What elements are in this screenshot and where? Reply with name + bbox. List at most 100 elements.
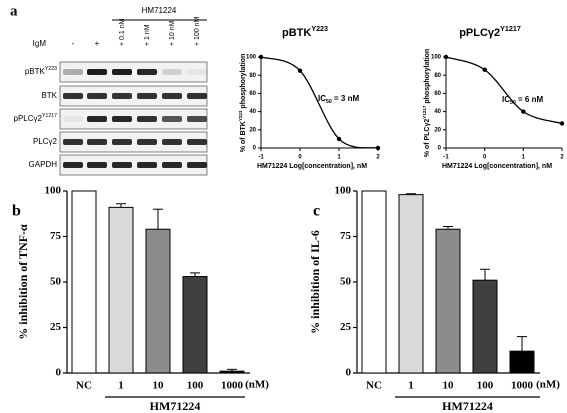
bar <box>145 228 171 374</box>
x-tick-label: NC <box>76 380 92 392</box>
data-point <box>336 136 342 142</box>
group-label: HM71224 <box>142 6 177 15</box>
x-tick-label: 1000 <box>511 380 534 392</box>
blot-band <box>187 69 207 75</box>
bar <box>182 276 208 374</box>
y-tick-label: 40 <box>249 109 256 115</box>
lane-label: + <box>95 39 100 48</box>
treatment-label: IgM <box>33 39 47 48</box>
bar <box>472 279 498 374</box>
data-point <box>258 54 264 60</box>
label-text: pBTK <box>282 27 311 39</box>
annotation: IC50 = 3 nM <box>318 94 359 105</box>
blot-band <box>187 162 207 168</box>
unit-label: (nM) <box>245 379 269 391</box>
unit-label: (nM) <box>536 379 560 391</box>
blot-band <box>112 139 132 145</box>
y-tick-label: 80 <box>249 73 256 79</box>
blot-band <box>162 69 182 75</box>
blot-band <box>112 69 132 75</box>
lane-label: - <box>72 39 75 48</box>
y-tick-label: 25 <box>50 321 62 333</box>
y-tick-label: 100 <box>431 55 442 61</box>
chart-title: pBTKY223 <box>282 25 328 39</box>
blot-band <box>63 162 83 168</box>
blot-band <box>162 139 182 145</box>
bar <box>509 350 535 374</box>
blot-band <box>87 139 107 145</box>
blot-band <box>87 93 107 99</box>
y-axis-label: % inhibition of TNF-α <box>16 224 30 340</box>
y-tick-label: 75 <box>50 230 62 242</box>
x-axis-label: HM71224 Log[concentration], nM <box>442 163 552 170</box>
y-tick-label: 75 <box>340 230 352 242</box>
label-text: phosphorylation <box>424 49 431 106</box>
lane-label: + 100 nM <box>194 16 201 46</box>
panel-label: c <box>313 203 320 220</box>
x-tick-label: 1 <box>408 380 414 392</box>
group-label: HM71224 <box>442 399 493 413</box>
label-sup: Y1217 <box>500 25 521 33</box>
y-tick-label: 100 <box>45 185 62 197</box>
blot-band <box>63 69 83 75</box>
y-tick-label: 100 <box>246 55 257 61</box>
y-tick-label: 60 <box>249 91 256 97</box>
x-tick-label: 0 <box>483 155 487 161</box>
label-text: GAPDH <box>29 160 58 169</box>
label-sup: Y1217 <box>42 113 57 119</box>
bar <box>71 190 97 374</box>
y-axis-label: % of PLCγ2Y1217 phosphorylation <box>422 49 431 157</box>
x-axis-label: HM71224 Log[concentration], nM <box>257 163 367 170</box>
lane-label: + 1 nM <box>144 24 151 46</box>
blot-band <box>137 139 157 145</box>
x-tick-label: 2 <box>376 155 380 161</box>
x-tick-label: 1000 <box>221 380 244 392</box>
label-text: IC <box>502 95 510 104</box>
x-tick-label: 100 <box>477 380 494 392</box>
annotation: IC50 = 6 nM <box>502 95 543 106</box>
y-tick-label: 20 <box>434 127 441 133</box>
y-tick-label: 40 <box>434 109 441 115</box>
lane-label: + 0.1 nM <box>119 18 126 46</box>
fit-line <box>260 56 379 149</box>
bar <box>108 206 134 374</box>
blot-band <box>137 116 157 122</box>
x-tick-label: 1 <box>522 155 526 161</box>
label-sup: Y1217 <box>422 105 427 119</box>
x-tick-label: NC <box>366 380 382 392</box>
label-sub: 50 <box>510 100 516 106</box>
blot-band <box>63 116 83 122</box>
blot-band <box>63 139 83 145</box>
label-text: = 6 nM <box>516 95 544 104</box>
y-tick-label: 0 <box>438 146 442 152</box>
label-text: pPLCγ2 <box>14 114 43 123</box>
blot-band <box>137 69 157 75</box>
blot-band <box>137 93 157 99</box>
blot-band <box>112 93 132 99</box>
y-axis-label: % of BTKY223 phosphorylation <box>238 54 247 153</box>
blot-band <box>87 116 107 122</box>
label-sup: Y223 <box>45 66 57 72</box>
chart-title: pPLCγ2Y1217 <box>459 25 521 39</box>
blot-band <box>187 93 207 99</box>
row-label: BTK <box>41 91 57 100</box>
lane-label: + 10 nM <box>169 20 176 46</box>
panel-label: b <box>12 203 21 220</box>
label-text: phosphorylation <box>240 54 247 111</box>
x-tick-label: -1 <box>443 155 449 161</box>
blot-band <box>162 116 182 122</box>
y-tick-label: 60 <box>434 91 441 97</box>
blot-band <box>187 139 207 145</box>
label-text: % of PLCγ2 <box>424 119 431 158</box>
label-text: IC <box>318 94 326 103</box>
group-label: HM71224 <box>150 399 201 413</box>
row-label: GAPDH <box>29 160 58 169</box>
label-text: = 3 nM <box>332 94 360 103</box>
row-label: pPLCγ2Y1217 <box>14 113 58 123</box>
blot-band <box>112 116 132 122</box>
label-text: % of BTK <box>240 121 247 152</box>
fit-line <box>445 56 563 125</box>
x-tick-label: 100 <box>187 380 204 392</box>
label-text: pBTK <box>25 67 46 76</box>
